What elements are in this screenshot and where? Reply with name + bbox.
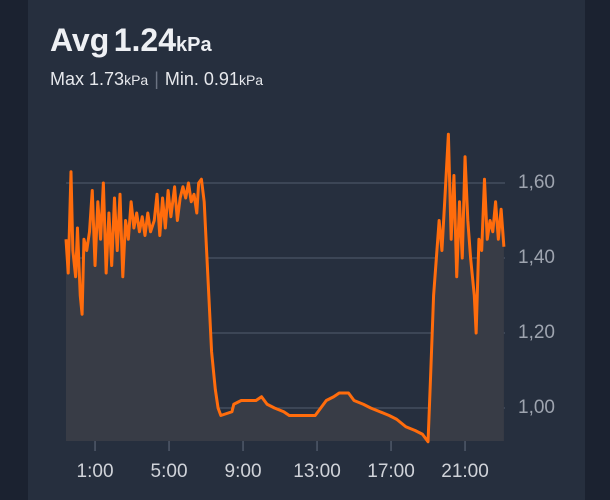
y-tick-label: 1,40 [518, 247, 555, 268]
avg-label: Avg [50, 22, 110, 58]
unit: kPa [124, 72, 149, 88]
y-tick-label: 1,20 [518, 322, 555, 343]
y-tick-label: 1,00 [518, 397, 555, 418]
unit: kPa [238, 72, 264, 88]
x-tick-label: 13:00 [293, 461, 341, 482]
min-max: Max 1.73kPa | Min. 0.91kPa [50, 69, 263, 90]
line [64, 132, 506, 444]
x-tick-label: 17:00 [367, 461, 415, 482]
unit: kPa [176, 34, 212, 56]
avg-value: 1.24 [113, 22, 176, 58]
area-fill [66, 134, 504, 442]
min-value: 0.91 [203, 69, 239, 89]
y-tick-label: 1,60 [518, 172, 555, 193]
x-tick-label: 9:00 [225, 461, 262, 482]
x-tick-label: 1:00 [77, 461, 114, 482]
x-tick-label: 5:00 [151, 461, 188, 482]
min-label: Min. [164, 69, 199, 89]
header: Avg 1.24kPa Max 1.73kPa | Min. 0.91kPa [50, 22, 263, 90]
x-tick-label: 21:00 [441, 461, 489, 482]
max-label: Max [50, 69, 85, 89]
separator: | [154, 69, 159, 89]
avg-line: Avg 1.24kPa [50, 22, 263, 59]
max-value: 1.73 [89, 69, 125, 89]
